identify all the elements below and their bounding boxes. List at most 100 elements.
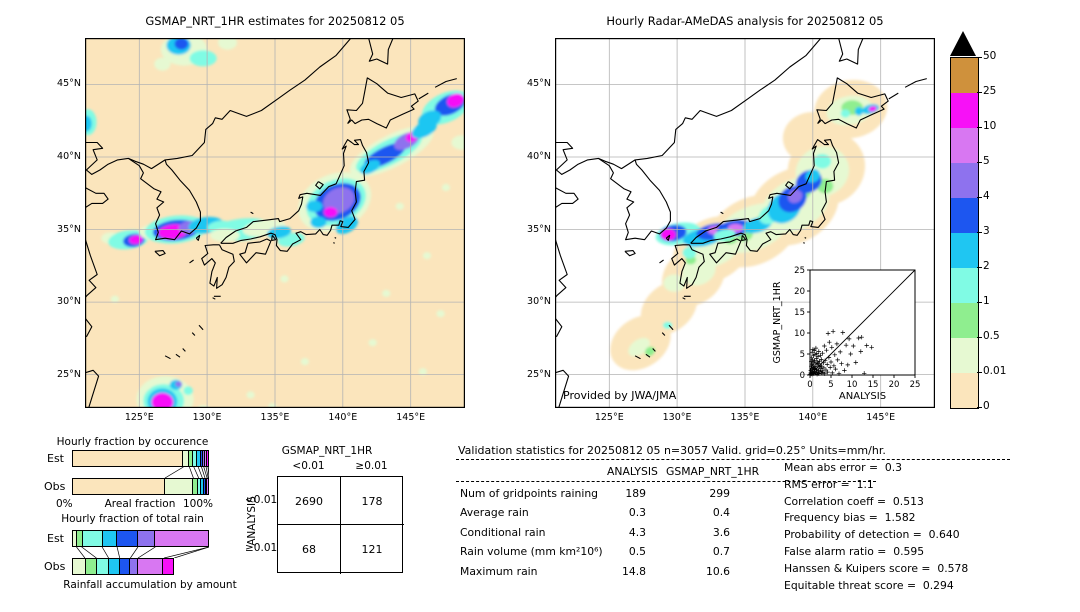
skill-scores-list: Mean abs error = 0.3 RMS error = 1.1 Corre… [784, 461, 1076, 595]
colorbar-tick-label: 0 [983, 400, 990, 412]
left-map-title: GSMAP_NRT_1HR estimates for 20250812 05 [145, 14, 405, 28]
contingency-divider-v [340, 477, 341, 574]
y-tick-label: 35°N [527, 223, 551, 235]
svg-text:0: 0 [800, 371, 805, 381]
validation-gsmap-value: 0.4 [712, 506, 730, 520]
svg-text:15: 15 [794, 308, 805, 318]
precip-blob [418, 110, 442, 129]
precip-blob [268, 403, 277, 408]
colorbar-tick [977, 372, 982, 373]
validation-row: Conditional rain 4.3 3.6 [458, 526, 878, 545]
colorbar-tick [977, 232, 982, 233]
validation-row: Rain volume (mm km²10⁶) 0.5 0.7 [458, 545, 878, 564]
score-line: Probability of detection = 0.640 [784, 528, 960, 542]
precip-blob [175, 381, 182, 387]
bar-segment [96, 559, 109, 574]
bar-segment [182, 451, 189, 466]
svg-text:10: 10 [794, 329, 805, 339]
contingency-misses: 68 [302, 543, 316, 556]
x-tick-label: 130°E [192, 412, 222, 423]
precip-blob [441, 183, 451, 192]
occurrence-est-bar [72, 450, 209, 467]
x-tick-label: 135°E [730, 412, 760, 423]
contingency-table-box: 2690 178 68 121 [277, 476, 404, 574]
bar-filled-region [72, 450, 209, 467]
bar-segment [73, 451, 183, 466]
precip-blob [368, 339, 377, 347]
bar-filled-region [72, 478, 209, 495]
colorbar-segment [951, 233, 978, 268]
precip-blob [447, 93, 464, 108]
colorbar [950, 57, 979, 409]
colorbar-segment [951, 303, 978, 338]
colorbar-segment [951, 163, 978, 198]
bar-segment [85, 559, 97, 574]
contingency-row-label-ge: ≥0.01 [245, 542, 278, 554]
validation-analysis-value: 189 [625, 487, 646, 500]
validation-row-label: Conditional rain [460, 525, 546, 539]
bar-segment [206, 451, 208, 466]
bar-segment [77, 531, 83, 546]
colorbar-tick-label: 1 [983, 295, 990, 307]
precip-blob [218, 38, 237, 50]
contingency-hits: 121 [361, 543, 383, 556]
colorbar-tick-label: 0.01 [983, 365, 1007, 377]
precip-blob [682, 246, 697, 259]
right-map-title: Hourly Radar-AMeDAS analysis for 2025081… [606, 14, 884, 28]
score-line: Equitable threat score = 0.294 [784, 578, 954, 592]
validation-row: Maximum rain 14.8 10.6 [458, 565, 878, 584]
contingency-false-alarms: 178 [361, 495, 383, 508]
bar-segment [119, 559, 131, 574]
coastlines [555, 38, 927, 408]
totalrain-est-bar [72, 530, 209, 547]
precip-blob [310, 216, 327, 229]
bar-segment [137, 531, 156, 546]
validation-row-label: Num of gridpoints raining [460, 487, 599, 500]
totalrain-caption: Rainfall accumulation by amount [63, 579, 237, 591]
precip-blob [143, 382, 152, 390]
validation-analysis-value: 0.5 [628, 545, 646, 559]
occurrence-chart-title: Hourly fraction by occurence [56, 436, 209, 448]
precip-blob [110, 295, 119, 303]
occurrence-axis-label: Areal fraction [104, 498, 176, 510]
bar-segment [206, 479, 208, 494]
x-tick-label: 140°E [798, 412, 828, 423]
colorbar-tick-label: 10 [983, 120, 997, 132]
contingency-row-label-lt: <0.01 [245, 494, 278, 506]
map-border [555, 38, 935, 408]
precip-blob [854, 106, 864, 116]
svg-text:25: 25 [910, 380, 921, 390]
validation-analysis-value: 4.3 [628, 525, 646, 539]
totalrain-obs-label: Obs [44, 560, 66, 573]
scatter-points [808, 329, 874, 377]
validation-analysis-value: 14.8 [621, 564, 646, 578]
divider-dashed-top [456, 459, 1010, 460]
precip-blob [209, 228, 240, 242]
x-tick-label: 145°E [866, 412, 896, 423]
score-line: Mean abs error = 0.3 [784, 461, 903, 474]
left-precipitation-map [85, 38, 465, 408]
x-tick-label: 125°E [124, 412, 154, 423]
occurrence-axis-0: 0% [56, 498, 73, 510]
colorbar-tick [977, 197, 982, 198]
scatter-tick-labels: 00 5 5 10 10 15 15 20 20 25 25 [794, 266, 920, 390]
precip-blob [868, 106, 877, 112]
x-tick-label: 135°E [260, 412, 290, 423]
y-tick-label: 40°N [527, 151, 551, 162]
validation-rows: Num of gridpoints raining 189 299 Averag… [458, 487, 878, 584]
x-tick-label: 130°E [662, 412, 692, 423]
colorbar-tick [977, 162, 982, 163]
precip-blob [382, 289, 391, 297]
bar-segment [202, 451, 206, 466]
precip-blob [151, 392, 174, 408]
validation-row-label: Maximum rain [460, 564, 538, 578]
totalrain-obs-bar [72, 558, 209, 575]
bar-segment [137, 559, 164, 574]
graticule [85, 38, 465, 408]
y-tick-label: 25°N [527, 368, 551, 380]
contingency-col-group: GSMAP_NRT_1HR [281, 445, 373, 457]
svg-text:20: 20 [794, 287, 805, 297]
validation-row: Average rain 0.3 0.4 [458, 506, 878, 525]
bar-segment [204, 479, 207, 494]
precip-blob [300, 358, 309, 366]
